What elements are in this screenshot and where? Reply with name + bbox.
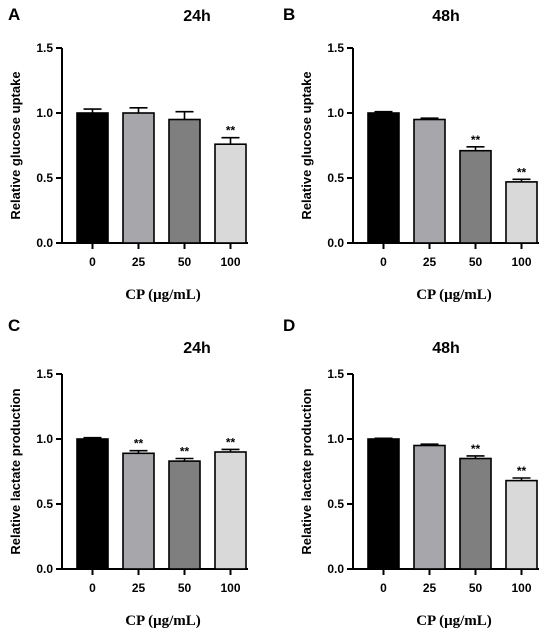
chart-panel-c: C 24h Relative lactate production 0.0 0.5 1.0… xyxy=(8,316,248,629)
x-tick-label: 25 xyxy=(132,581,146,595)
x-tick-label: 100 xyxy=(511,255,531,269)
bar-25 xyxy=(413,118,446,244)
y-tick-label: 1.0 xyxy=(36,106,53,120)
x-tick-label: 0 xyxy=(89,581,96,595)
x-tick-label: 0 xyxy=(380,255,387,269)
x-tick-label: 100 xyxy=(220,255,240,269)
y-tick-label: 0.5 xyxy=(327,497,344,511)
y-tick-label: 0.0 xyxy=(327,562,344,576)
chart-title: 48h xyxy=(432,8,460,25)
chart-title: 24h xyxy=(183,8,211,25)
x-tick-label: 0 xyxy=(89,255,96,269)
bar-25 xyxy=(122,452,155,570)
bar-100 xyxy=(505,479,538,570)
y-axis-label: Relative glucose uptake xyxy=(8,71,23,219)
y-tick-label: 0.0 xyxy=(36,236,53,250)
panel-letter: C xyxy=(8,316,20,335)
bar-50 xyxy=(459,457,492,570)
bar-50 xyxy=(459,149,492,244)
y-tick-label: 0.5 xyxy=(327,171,344,185)
x-tick-label: 25 xyxy=(423,581,437,595)
y-tick-label: 1.0 xyxy=(327,106,344,120)
chart-panel-d: D 48h Relative lactate production 0.0 0.5 1.0… xyxy=(283,316,539,629)
significance-label: ** xyxy=(471,133,481,147)
bar-0 xyxy=(367,112,400,244)
x-tick-label: 50 xyxy=(469,581,483,595)
x-tick-label: 50 xyxy=(469,255,483,269)
x-tick-label: 50 xyxy=(178,255,192,269)
panel-letter: A xyxy=(8,5,20,24)
y-tick-label: 0.5 xyxy=(36,497,53,511)
y-tick-label: 1.0 xyxy=(36,432,53,446)
x-tick-label: 50 xyxy=(178,581,192,595)
bar-25 xyxy=(413,444,446,570)
x-tick-label: 25 xyxy=(132,255,146,269)
x-tick-label: 25 xyxy=(423,255,437,269)
significance-label: ** xyxy=(226,435,236,449)
y-axis-label: Relative glucose uptake xyxy=(299,71,314,219)
y-tick-label: 1.5 xyxy=(36,41,53,55)
y-axis-label: Relative lactate production xyxy=(8,388,23,554)
y-tick-label: 1.5 xyxy=(327,41,344,55)
bar-100 xyxy=(214,451,247,570)
x-axis-label: CP (μg/mL) xyxy=(125,287,201,303)
x-axis-label: CP (μg/mL) xyxy=(416,613,492,629)
bar-50 xyxy=(168,118,201,244)
x-tick-label: 100 xyxy=(220,581,240,595)
chart-panel-b: B 48h Relative glucose uptake 0.0 0.5 1.0 1.5 0… xyxy=(283,5,539,303)
chart-title: 48h xyxy=(432,340,460,357)
significance-label: ** xyxy=(471,442,481,456)
chart-panel-a: A 24h Relative glucose uptake 0.0 0.5 1.0 1.5 0… xyxy=(8,5,248,303)
y-tick-label: 1.5 xyxy=(327,367,344,381)
y-tick-label: 1.5 xyxy=(36,367,53,381)
x-tick-label: 0 xyxy=(380,581,387,595)
y-tick-label: 0.0 xyxy=(327,236,344,250)
significance-label: ** xyxy=(226,124,236,138)
y-tick-label: 0.0 xyxy=(36,562,53,576)
x-axis-label: CP (μg/mL) xyxy=(125,613,201,629)
y-tick-label: 1.0 xyxy=(327,432,344,446)
y-axis-label: Relative lactate production xyxy=(299,388,314,554)
bar-0 xyxy=(76,438,109,570)
y-tick-label: 0.5 xyxy=(36,171,53,185)
bar-0 xyxy=(76,112,109,244)
x-tick-label: 100 xyxy=(511,581,531,595)
chart-title: 24h xyxy=(183,340,211,357)
bar-100 xyxy=(505,181,538,244)
panel-letter: B xyxy=(283,5,295,24)
x-axis-label: CP (μg/mL) xyxy=(416,287,492,303)
bar-100 xyxy=(214,143,247,244)
significance-label: ** xyxy=(517,165,527,179)
bar-50 xyxy=(168,460,201,570)
panel-letter: D xyxy=(283,316,295,335)
bar-0 xyxy=(367,438,400,570)
significance-label: ** xyxy=(180,445,190,459)
significance-label: ** xyxy=(134,437,144,451)
significance-label: ** xyxy=(517,464,527,478)
bar-25 xyxy=(122,112,155,244)
